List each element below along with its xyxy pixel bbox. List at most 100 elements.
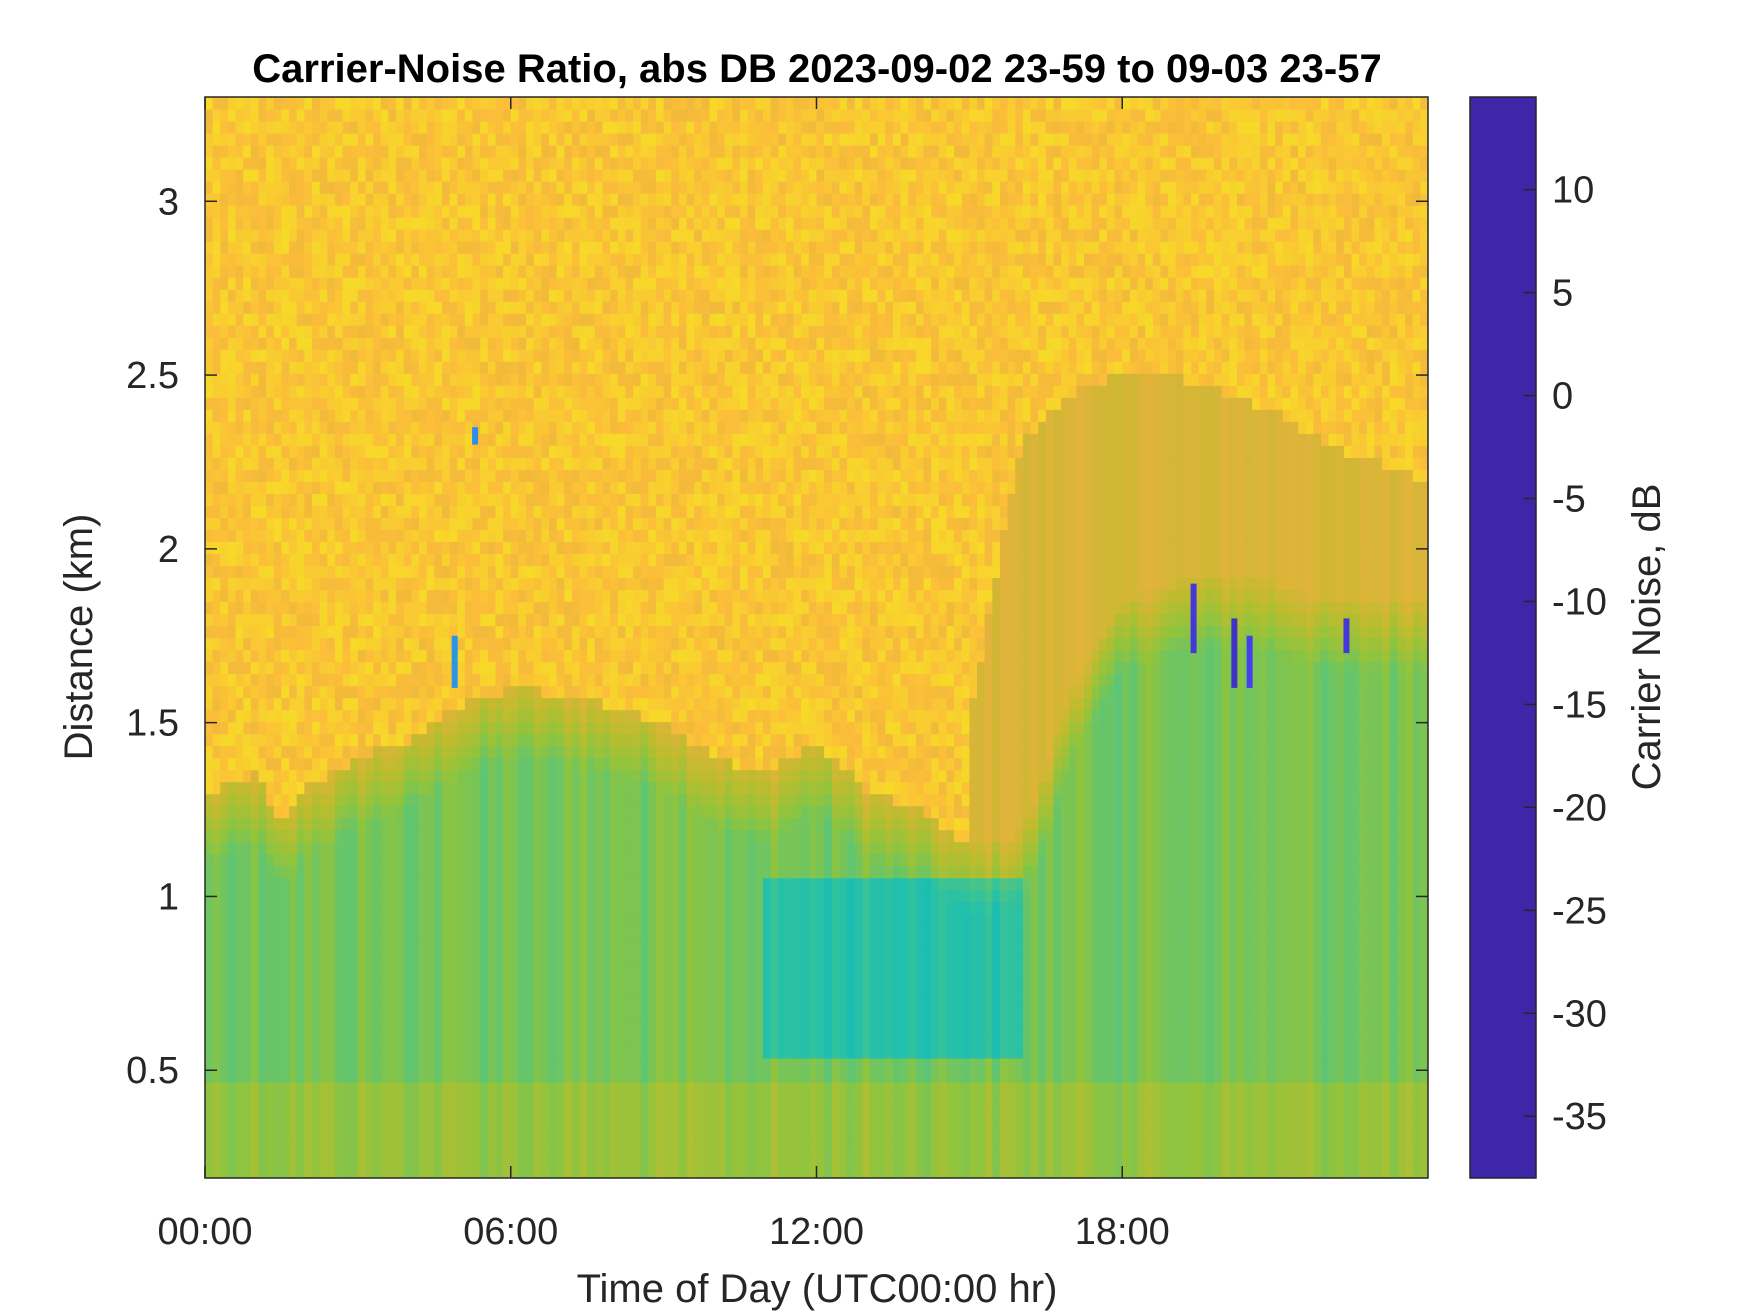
heatmap-cell [503, 1045, 512, 1059]
heatmap-cell [426, 685, 435, 699]
heatmap-cell [350, 829, 359, 843]
heatmap-cell [235, 505, 244, 518]
heatmap-cell [281, 409, 290, 422]
heatmap-cell [220, 1009, 229, 1023]
heatmap-cell [472, 721, 481, 735]
heatmap-cell [579, 865, 588, 879]
heatmap-cell [457, 97, 466, 110]
heatmap-cell [594, 565, 604, 579]
heatmap-cell [342, 565, 351, 579]
heatmap-cell [304, 649, 313, 663]
heatmap-cell [411, 661, 420, 675]
heatmap-cell [304, 889, 313, 903]
heatmap-cell [327, 793, 336, 807]
heatmap-cell [243, 745, 252, 759]
heatmap-cell [617, 649, 626, 663]
heatmap-cell [334, 949, 344, 963]
heatmap-cell [266, 493, 275, 506]
heatmap-cell [472, 589, 481, 603]
heatmap-cell [266, 565, 275, 579]
heatmap-cell [587, 277, 596, 290]
heatmap-cell [365, 289, 374, 302]
heatmap-cell [289, 1057, 298, 1071]
heatmap-cell [434, 361, 443, 374]
heatmap-cell [472, 109, 481, 122]
heatmap-cell [396, 709, 405, 723]
heatmap-cell [289, 805, 298, 819]
heatmap-cell [312, 1009, 321, 1023]
heatmap-cell [548, 481, 558, 494]
heatmap-cell [571, 685, 581, 699]
heatmap-cell [610, 841, 619, 855]
heatmap-cell [602, 589, 611, 603]
heatmap-cell [327, 133, 336, 146]
heatmap-cell [327, 637, 336, 651]
heatmap-cell [464, 193, 474, 206]
heatmap-cell [457, 1045, 466, 1059]
heatmap-cell [250, 709, 260, 723]
heatmap-cell [312, 697, 321, 711]
heatmap-cell [548, 937, 558, 951]
heatmap-cell [564, 145, 573, 158]
heatmap-cell [289, 361, 298, 374]
heatmap-cell [365, 577, 374, 591]
heatmap-cell [273, 481, 283, 494]
heatmap-cell [250, 613, 260, 627]
heatmap-cell [342, 781, 351, 795]
heatmap-cell [533, 385, 542, 398]
heatmap-cell [388, 973, 397, 987]
heatmap-cell [327, 421, 336, 434]
heatmap-cell [373, 1129, 382, 1143]
heatmap-cell [426, 805, 435, 819]
heatmap-cell [449, 553, 458, 567]
heatmap-cell [327, 361, 336, 374]
heatmap-cell [510, 1057, 519, 1071]
heatmap-cell [571, 649, 581, 663]
heatmap-cell [365, 841, 374, 855]
heatmap-cell [312, 1045, 321, 1059]
heatmap-cell [464, 421, 474, 434]
heatmap-cell [541, 205, 550, 218]
heatmap-cell [480, 1069, 489, 1083]
heatmap-cell [273, 217, 283, 230]
heatmap-cell [296, 1153, 305, 1167]
heatmap-cell [334, 721, 344, 735]
heatmap-cell [342, 193, 351, 206]
heatmap-cell [388, 469, 397, 482]
heatmap-cell [365, 457, 374, 470]
heatmap-cell [396, 1105, 405, 1119]
heatmap-cell [235, 757, 244, 771]
heatmap-cell [266, 1081, 275, 1095]
heatmap-cell [227, 673, 237, 687]
heatmap-cell [212, 937, 221, 951]
heatmap-cell [556, 589, 565, 603]
heatmap-cell [380, 337, 390, 350]
heatmap-cell [480, 301, 489, 314]
heatmap-cell [327, 973, 336, 987]
heatmap-cell [243, 349, 252, 362]
heatmap-cell [273, 109, 283, 122]
heatmap-cell [510, 361, 519, 374]
heatmap-cell [464, 649, 474, 663]
heatmap-cell [503, 97, 512, 110]
heatmap-cell [258, 445, 267, 458]
heatmap-cell [518, 961, 527, 975]
heatmap-cell [319, 685, 328, 699]
heatmap-cell [541, 385, 550, 398]
heatmap-cell [365, 853, 374, 867]
heatmap-cell [205, 409, 214, 422]
heatmap-cell [227, 1105, 237, 1119]
heatmap-cell [266, 289, 275, 302]
heatmap-cell [373, 721, 382, 735]
heatmap-cell [434, 457, 443, 470]
heatmap-cell [419, 1141, 428, 1155]
heatmap-cell [426, 469, 435, 482]
heatmap-cell [243, 169, 252, 182]
heatmap-cell [220, 961, 229, 975]
heatmap-cell [235, 493, 244, 506]
heatmap-cell [472, 301, 481, 314]
heatmap-cell [579, 517, 588, 530]
heatmap-cell [426, 361, 435, 374]
heatmap-cell [235, 1165, 244, 1178]
heatmap-cell [510, 613, 519, 627]
